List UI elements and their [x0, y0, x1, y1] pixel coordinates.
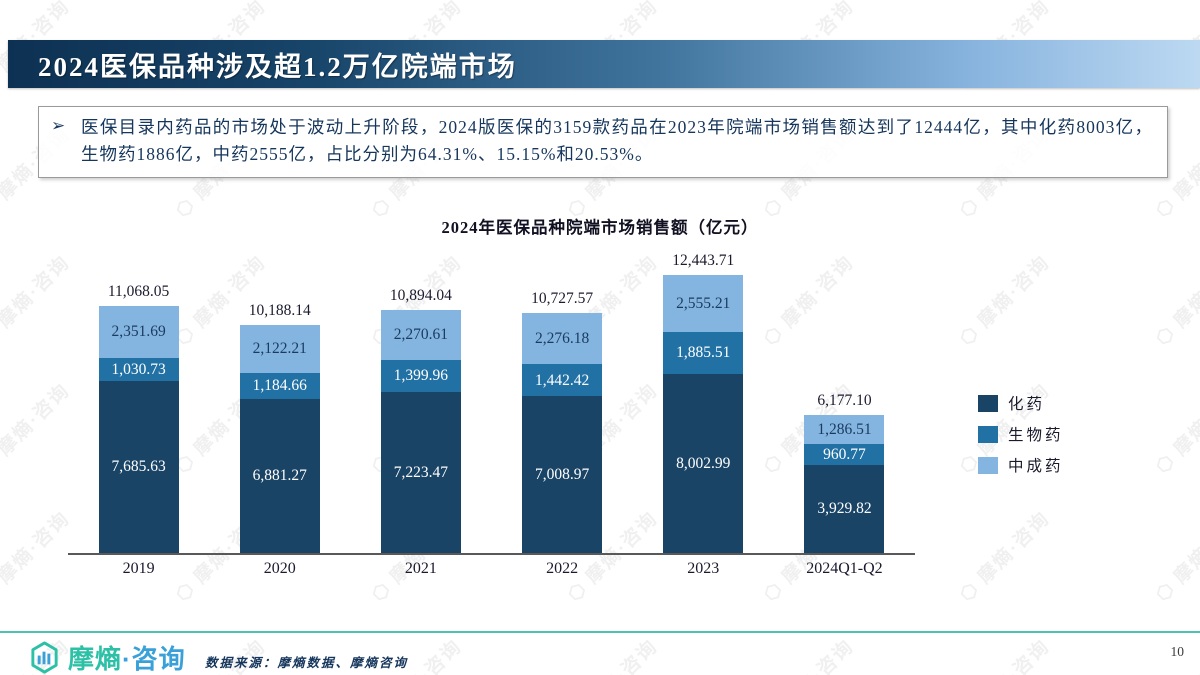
- legend-swatch: [978, 425, 998, 443]
- bar-total-label: 10,894.04: [389, 286, 452, 304]
- legend-label: 中成药: [1008, 458, 1064, 475]
- bar-segment-化药: 6,881.27: [239, 399, 320, 553]
- bar-segment-生物药: 1,030.73: [98, 358, 179, 382]
- x-axis-label: 2021: [404, 560, 437, 577]
- bar-group-2023: 12,443.71 2,555.21 1,885.51 8,002.99: [633, 248, 774, 553]
- bar-segment-化药: 7,223.47: [380, 391, 461, 553]
- bar-segment-生物药: 1,184.66: [239, 372, 320, 400]
- bar-segment-化药: 8,002.99: [663, 374, 744, 553]
- logo-text-primary: 摩熵: [68, 644, 123, 674]
- data-source-note: 数据来源：摩熵数据、摩熵咨询: [205, 656, 409, 670]
- bar-segment-生物药: 1,885.51: [663, 332, 744, 375]
- bar-stack: 2,555.21 1,885.51 8,002.99: [663, 275, 744, 553]
- legend-label: 化药: [1008, 396, 1046, 413]
- bar-stack: 2,270.61 1,399.96 7,223.47: [380, 309, 461, 553]
- company-logo: 摩熵·咨询: [28, 639, 186, 675]
- bar-total-label: 11,068.05: [107, 282, 170, 300]
- legend-swatch: [978, 394, 998, 412]
- logo-text-secondary: ·咨询: [122, 644, 186, 674]
- bar-stack: 2,351.69 1,030.73 7,685.63: [98, 305, 179, 553]
- bar-segment-生物药: 960.77: [804, 443, 885, 466]
- watermark: ⬡ 摩熵·咨询: [1152, 507, 1200, 606]
- legend-item-生物药: 生物药: [978, 423, 1064, 445]
- bar-total-label: 10,188.14: [248, 302, 311, 320]
- stacked-bar-chart: 11,068.05 2,351.69 1,030.73 7,685.63 10,188.…: [68, 248, 915, 555]
- bar-stack: 2,276.18 1,442.42 7,008.97: [522, 313, 603, 553]
- bar-group-2019: 11,068.05 2,351.69 1,030.73 7,685.63: [68, 248, 209, 553]
- bar-segment-value: 2,555.21: [676, 294, 731, 312]
- bar-segment-化药: 7,685.63: [98, 381, 179, 553]
- bar-total-label: 12,443.71: [672, 252, 735, 270]
- bar-segment-value: 960.77: [823, 445, 866, 463]
- bar-segment-中成药: 2,122.21: [239, 325, 320, 373]
- bar-segment-中成药: 2,351.69: [98, 305, 179, 359]
- bar-segment-生物药: 1,399.96: [380, 360, 461, 392]
- bar-segment-value: 7,223.47: [393, 463, 449, 481]
- bar-segment-value: 1,286.51: [817, 420, 872, 438]
- bar-stack: 1,286.51 960.77 3,929.82: [804, 415, 885, 553]
- watermark: ⬡ 摩熵·咨询: [0, 507, 75, 606]
- bar-segment-value: 2,270.61: [393, 326, 449, 344]
- bar-segment-value: 1,442.42: [534, 371, 590, 389]
- watermark: ⬡ 摩熵·咨询: [956, 507, 1055, 606]
- bar-total-label: 10,727.57: [531, 290, 594, 308]
- watermark: ⬡ 摩熵·咨询: [953, 632, 1055, 675]
- legend-item-中成药: 中成药: [978, 454, 1064, 476]
- bar-stack: 2,122.21 1,184.66 6,881.27: [239, 325, 320, 553]
- bar-segment-value: 2,351.69: [111, 323, 166, 341]
- bar-segment-化药: 3,929.82: [804, 465, 885, 553]
- x-axis-label: 2019: [122, 560, 155, 577]
- logo-text: 摩熵·咨询: [68, 639, 186, 675]
- bar-segment-value: 1,399.96: [393, 367, 449, 385]
- x-axis-label: 2020: [263, 560, 296, 577]
- summary-text: 医保目录内药品的市场处于波动上升阶段，2024版医保的3159款药品在2023年…: [81, 117, 1153, 165]
- bar-segment-value: 3,929.82: [817, 500, 872, 518]
- logo-hexagon-icon: [31, 641, 58, 674]
- x-axis-labels: 2019 2020 2021 2022 2023 2024Q1-Q2: [68, 560, 915, 578]
- watermark: ⬡ 摩熵·咨询: [561, 632, 663, 675]
- slide-title-bar: 2024医保品种涉及超1.2万亿院端市场: [8, 40, 1200, 88]
- x-axis-label: 2024Q1-Q2: [806, 560, 883, 577]
- bar-segment-value: 2,276.18: [534, 330, 590, 348]
- bar-segment-中成药: 1,286.51: [804, 415, 885, 444]
- bar-segment-value: 8,002.99: [676, 454, 731, 472]
- bar-segment-value: 2,122.21: [252, 340, 307, 358]
- bar-segment-化药: 7,008.97: [522, 396, 603, 553]
- bar-group-2021: 10,894.04 2,270.61 1,399.96 7,223.47: [350, 248, 491, 553]
- bar-total-label: 6,177.10: [817, 392, 872, 410]
- bar-segment-value: 1,885.51: [676, 344, 731, 362]
- chart-legend: 化药 生物药 中成药: [978, 392, 1064, 476]
- legend-item-化药: 化药: [978, 392, 1064, 414]
- chart-title: 2024年医保品种院端市场销售额（亿元）: [441, 218, 759, 237]
- x-axis-label: 2022: [546, 560, 579, 577]
- bar-segment-value: 1,030.73: [111, 361, 166, 379]
- bar-segment-value: 6,881.27: [252, 467, 307, 485]
- watermark: ⬡ 摩熵·咨询: [0, 251, 75, 350]
- footer-divider: [0, 631, 1200, 633]
- bar-segment-value: 7,008.97: [534, 465, 590, 483]
- bar-group-2022: 10,727.57 2,276.18 1,442.42 7,008.97: [492, 248, 633, 553]
- watermark: ⬡ 摩熵·咨询: [1152, 379, 1200, 478]
- legend-label: 生物药: [1008, 427, 1064, 444]
- bar-group-2020: 10,188.14 2,122.21 1,184.66 6,881.27: [209, 248, 350, 553]
- bar-segment-中成药: 2,555.21: [663, 275, 744, 333]
- bar-segment-中成药: 2,276.18: [522, 313, 603, 365]
- watermark: ⬡ 摩熵·咨询: [757, 632, 859, 675]
- summary-box: ➢ 医保目录内药品的市场处于波动上升阶段，2024版医保的3159款药品在202…: [38, 106, 1168, 179]
- bar-segment-生物药: 1,442.42: [522, 364, 603, 397]
- slide-title: 2024医保品种涉及超1.2万亿院端市场: [38, 51, 517, 82]
- bar-group-2024Q1-Q2: 6,177.10 1,286.51 960.77 3,929.82: [774, 248, 915, 553]
- bar-segment-中成药: 2,270.61: [380, 309, 461, 361]
- bar-segment-value: 7,685.63: [111, 458, 166, 476]
- bullet-arrow-icon: ➢: [51, 116, 66, 135]
- page-number: 10: [1170, 644, 1185, 659]
- bar-segment-value: 1,184.66: [252, 377, 307, 395]
- x-axis-label: 2023: [687, 560, 720, 577]
- watermark: ⬡ 摩熵·咨询: [956, 251, 1055, 350]
- legend-swatch: [978, 456, 998, 474]
- watermark: ⬡ 摩熵·咨询: [0, 379, 75, 478]
- watermark: ⬡ 摩熵·咨询: [1152, 251, 1200, 350]
